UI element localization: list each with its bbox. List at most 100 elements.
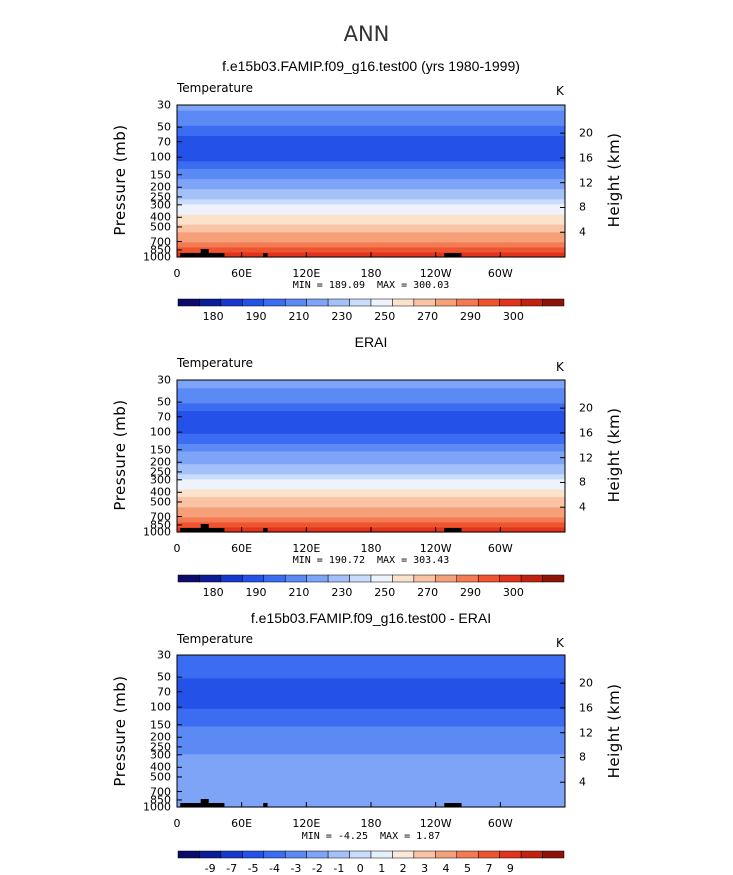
panel-1-colorbar-box — [520, 298, 543, 307]
panel-2-ytick-label: 400 — [150, 485, 171, 499]
panel-1-ylabel: Pressure (mb) — [111, 124, 129, 236]
panel-2-band — [177, 412, 565, 417]
panel-3-colorbar-box — [435, 850, 458, 859]
panel-2-xtick-label: 120E — [292, 542, 321, 555]
panel-1-htick-label: 20 — [579, 126, 593, 140]
panel-3-band — [177, 723, 565, 727]
panel-1-band — [177, 191, 565, 195]
panel-2-band — [177, 428, 565, 432]
panel-3-band — [177, 667, 565, 671]
panel-1-topography — [444, 253, 462, 257]
panel-3-band — [177, 708, 565, 712]
panel-1-band — [177, 145, 565, 149]
panel-3-band — [177, 796, 565, 800]
panel-1-colorbar-label: 190 — [245, 310, 267, 323]
panel-2-band — [177, 488, 565, 493]
panel-1-band — [177, 105, 565, 109]
panel-3-minmax: MIN = -4.25 MAX = 1.87 — [176, 831, 566, 842]
panel-1-ytick-label: 200 — [150, 180, 171, 194]
panel-2-band — [177, 456, 565, 460]
panel-3-colorbar-box — [177, 850, 200, 859]
panel-3-colorbar-label: 5 — [464, 862, 471, 875]
panel-2-ytick-label: 30 — [157, 373, 171, 387]
panel-2-ytick-label: 1000 — [143, 525, 171, 539]
panel-3-band — [177, 725, 565, 730]
panel-1-colorbar-label: 230 — [331, 310, 353, 323]
panel-2-htick-label: 16 — [579, 426, 593, 440]
panel-2-colorbar-box — [177, 574, 200, 583]
panel-2-band — [177, 448, 565, 452]
panel-2-ytick-label: 150 — [150, 443, 171, 457]
panel-2-band — [177, 504, 565, 508]
panel-3-xtick-label: 0 — [173, 817, 181, 830]
panel-1-colorbar-box — [413, 298, 436, 307]
panel-3-band — [177, 675, 565, 679]
panel-1-colorbar-label: 300 — [502, 310, 524, 323]
panel-3-band — [177, 690, 565, 694]
panel-3-colorbar-box — [263, 850, 286, 859]
panel-1-colorbar-box — [542, 298, 565, 307]
panel-3-colorbar-box — [242, 850, 265, 859]
panel-3-xtick-label: 120W — [419, 817, 452, 830]
panel-3-band — [177, 695, 565, 699]
panel-2-colorbar-box — [263, 574, 286, 583]
panel-3-band — [177, 680, 565, 684]
panel-1-band — [177, 117, 565, 121]
panel-1-band — [177, 201, 565, 205]
panel-3-topography — [263, 803, 268, 807]
panel-3-colorbar-box — [456, 850, 479, 859]
panel-1-colorbar-box — [327, 298, 350, 307]
panel-2-band — [177, 390, 565, 394]
panel-2-band — [177, 450, 565, 455]
panel-3-band — [177, 670, 565, 674]
panel-1-band — [177, 158, 565, 162]
panel-2-band — [177, 491, 565, 495]
panel-3-band — [177, 698, 565, 702]
panel-1-band — [177, 196, 565, 200]
panel-1-colorbar-box — [242, 298, 265, 307]
panel-2-htick-label: 12 — [579, 451, 593, 465]
panel-1-ytick-label: 150 — [150, 168, 171, 182]
panel-1-ylabel-right: Height (km) — [605, 132, 623, 228]
panel-3-band — [177, 687, 565, 692]
panel-1-band — [177, 168, 565, 172]
panel-1-htick-label: 8 — [579, 200, 586, 214]
panel-2-ytick-label: 250 — [150, 465, 171, 479]
panel-2-topography — [263, 528, 268, 532]
panel-2-colorbar-box — [413, 574, 436, 583]
panel-1-band — [177, 143, 565, 147]
panel-2-colorbar-box — [284, 574, 307, 583]
panel-1-topography-peak — [200, 249, 209, 257]
panel-2-colorbar-box — [477, 574, 500, 583]
panel-3-band — [177, 784, 565, 788]
panel-2-ytick-label: 70 — [157, 410, 171, 424]
panel-3-band — [177, 799, 565, 803]
panel-3-colorbar-label: -4 — [269, 862, 280, 875]
panel-1-band — [177, 183, 565, 187]
panel-2-band — [177, 494, 565, 498]
panel-3-colorbar-box — [327, 850, 350, 859]
panel-2-htick-label: 4 — [579, 500, 586, 514]
panel-1-band — [177, 130, 565, 134]
panel-3-colorbar-label: -1 — [333, 862, 345, 875]
panel-1-band — [177, 186, 565, 190]
panel-2-band — [177, 397, 565, 401]
panel-1-xtick-label: 0 — [173, 267, 181, 280]
panel-2-colorbar-box — [520, 574, 543, 583]
panel-1-ytick-label: 700 — [150, 235, 171, 249]
panel-3-band — [177, 710, 565, 714]
panel-1-band — [177, 165, 565, 169]
panel-1-band — [177, 140, 565, 144]
panel-3-ytick-label: 300 — [150, 748, 171, 762]
panel-1-band — [177, 110, 565, 114]
panel-3-colorbar-label: 4 — [442, 862, 450, 875]
panel-1-band — [177, 115, 565, 119]
panel-3-band — [177, 761, 565, 765]
panel-2-colorbar-box — [327, 574, 350, 583]
panel-3-band — [177, 693, 565, 697]
panel-2-band — [177, 519, 565, 523]
panel-1-band — [177, 244, 565, 248]
panel-3-ytick-label: 200 — [150, 730, 171, 744]
panel-1-band — [177, 229, 565, 233]
